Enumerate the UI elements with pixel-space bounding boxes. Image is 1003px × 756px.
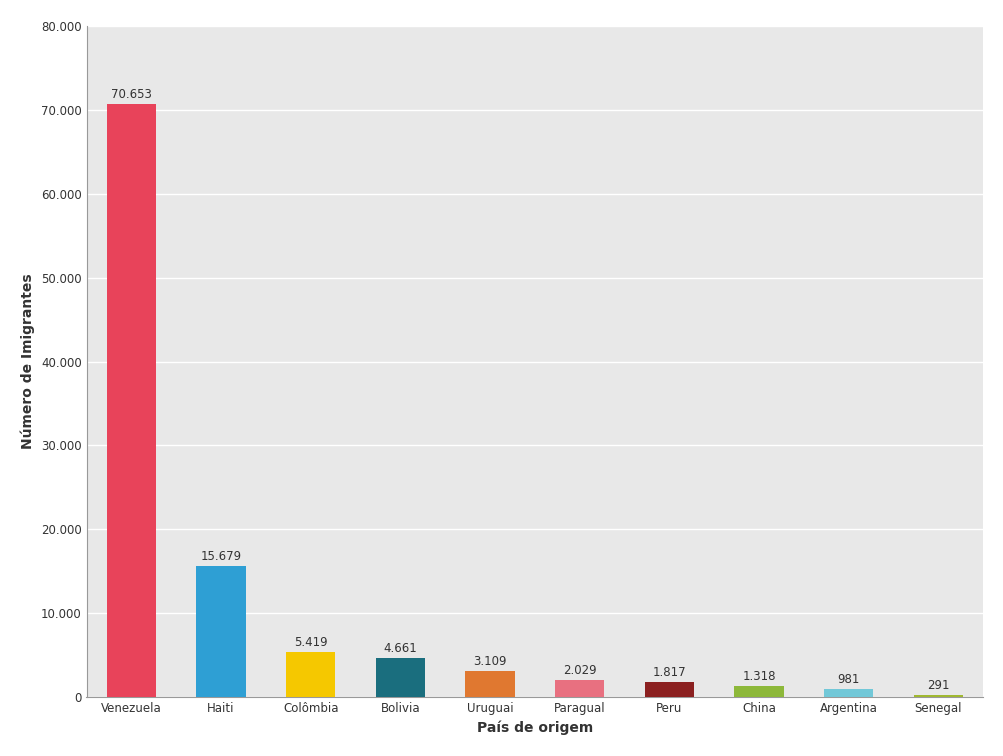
Text: 291: 291 (926, 679, 949, 692)
Text: 4.661: 4.661 (383, 642, 417, 655)
Y-axis label: Número de Imigrantes: Número de Imigrantes (21, 274, 35, 449)
Bar (823, 689, 873, 697)
Bar (375, 658, 424, 697)
Bar (644, 682, 693, 697)
Text: 2.029: 2.029 (563, 665, 596, 677)
Text: 1.318: 1.318 (741, 671, 775, 683)
Text: 981: 981 (837, 673, 859, 686)
Text: 70.653: 70.653 (110, 88, 151, 101)
Bar (913, 695, 962, 697)
Text: 15.679: 15.679 (201, 550, 242, 562)
Text: 3.109: 3.109 (472, 655, 507, 668)
X-axis label: País de origem: País de origem (476, 720, 593, 735)
Bar (555, 680, 604, 697)
Bar (197, 565, 246, 697)
Text: 5.419: 5.419 (294, 636, 327, 649)
Text: 1.817: 1.817 (652, 666, 685, 679)
Bar (106, 104, 155, 697)
Bar (733, 686, 783, 697)
Bar (464, 671, 515, 697)
Bar (286, 652, 335, 697)
